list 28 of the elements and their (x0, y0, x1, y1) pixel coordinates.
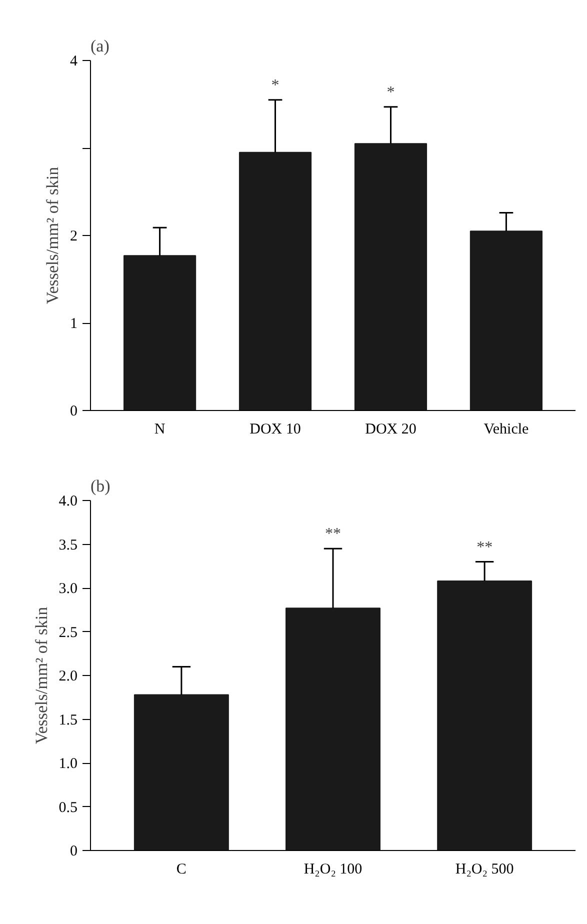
y-tick-label: 3.5 (58, 537, 78, 554)
annotation: ** (476, 538, 493, 556)
y-tick-label: 0 (70, 404, 78, 420)
annotation: * (271, 76, 280, 94)
y-tick-label: 4.0 (58, 494, 78, 510)
y-tick-label: 0 (70, 844, 78, 860)
annotation: * (386, 84, 395, 101)
x-tick-label: Vehicle (484, 422, 530, 438)
chart-title: (b) (90, 476, 110, 496)
y-tick-label: 1.5 (58, 712, 78, 728)
y-axis-title: Vessels/mm² of skin (43, 166, 62, 304)
x-tick-label: H₂O₂ 500 (455, 862, 514, 878)
y-tick-label: 2.5 (58, 624, 78, 641)
x-tick-label: N (154, 422, 166, 438)
y-tick-label: 1.0 (58, 756, 78, 772)
x-tick-label: DOX 10 (250, 422, 301, 438)
x-tick-label: C (176, 862, 186, 878)
x-tick-label: DOX 20 (365, 422, 416, 438)
annotation: ** (325, 526, 341, 543)
y-tick-label: 1 (70, 316, 78, 332)
x-tick-label: H₂O₂ 100 (304, 862, 362, 878)
y-tick-label: 0.5 (58, 800, 78, 816)
y-tick-label: 2.0 (58, 668, 78, 684)
y-tick-label: 2 (70, 228, 78, 244)
y-axis-title: Vessels/mm² of skin (32, 606, 51, 744)
y-tick-label: 4 (70, 54, 78, 70)
chart-title: (a) (90, 36, 110, 56)
y-tick-label: 3.0 (58, 581, 78, 597)
